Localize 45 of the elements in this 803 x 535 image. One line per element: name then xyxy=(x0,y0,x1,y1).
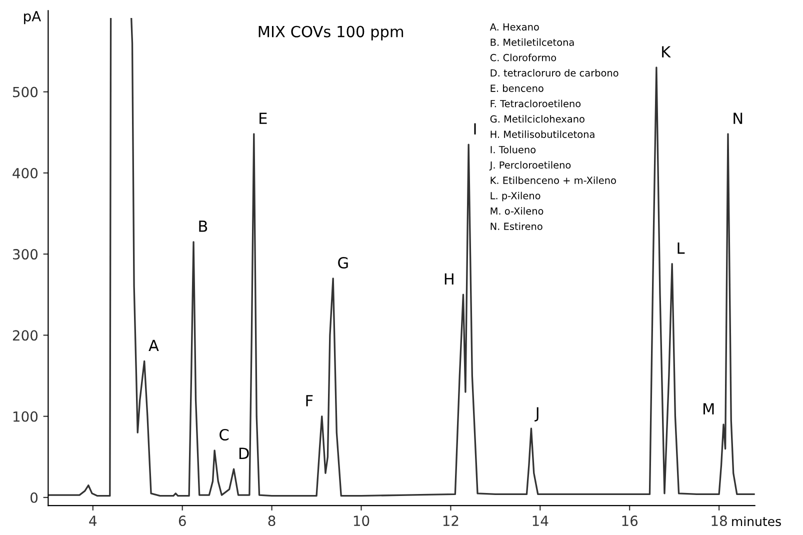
annotation: F. Tetracloroetileno xyxy=(490,100,581,108)
annotation: G xyxy=(338,256,348,269)
annotation: B xyxy=(199,220,208,232)
annotation: N xyxy=(734,112,742,124)
annotation: C xyxy=(220,428,229,441)
x-axis-title: minutes xyxy=(732,516,781,526)
x-tick-label: 10 xyxy=(354,516,370,526)
y-tick-label: 200 xyxy=(12,330,38,341)
annotation: N. Estireno xyxy=(490,222,542,230)
x-tick-label: 18 xyxy=(712,516,727,526)
y-tick-label: 100 xyxy=(13,411,38,422)
annotation: M xyxy=(703,403,714,414)
y-tick-label: 500 xyxy=(13,86,38,98)
annotation: E. benceno xyxy=(490,84,544,92)
annotation: I. Tolueno xyxy=(490,146,536,154)
x-tick-label: 16 xyxy=(622,516,638,526)
annotation: E xyxy=(260,112,267,124)
x-tick-label: 14 xyxy=(532,516,548,526)
annotation: F xyxy=(306,395,313,406)
annotation: L. p-Xileno xyxy=(490,192,540,202)
annotation: B. Metiletilcetona xyxy=(490,38,574,46)
x-tick-label: 12 xyxy=(443,516,458,526)
annotation: L xyxy=(678,242,685,254)
annotation: K. Etilbenceno + m-Xileno xyxy=(490,176,616,184)
annotation: H. Metilisobutilcetona xyxy=(490,130,594,138)
annotation: I xyxy=(474,123,476,134)
y-tick-label: 400 xyxy=(12,168,38,178)
annotation: A. Hexano xyxy=(490,23,539,31)
text: MIX COVs 100 ppm xyxy=(258,26,404,40)
annotation: G. Metilciclohexano xyxy=(490,115,584,123)
y-tick-label: 300 xyxy=(13,249,38,260)
annotation: A xyxy=(148,340,159,352)
x-tick-label: 4 xyxy=(89,516,97,526)
annotation: J xyxy=(534,407,538,422)
y-axis-title: pA xyxy=(24,11,41,24)
x-tick-label: 8 xyxy=(268,516,276,526)
annotation: M. o-Xileno xyxy=(490,207,544,215)
annotation: D xyxy=(239,448,249,459)
annotation: K xyxy=(662,46,671,58)
annotation: D. tetracloruro de carbono xyxy=(490,69,618,77)
annotation: C. Cloroformo xyxy=(490,54,556,62)
x-tick-label: 6 xyxy=(178,516,186,526)
y-tick-label: 0 xyxy=(30,492,38,503)
annotation: J. Percloroetileno xyxy=(489,161,571,170)
annotation: H xyxy=(444,273,454,285)
